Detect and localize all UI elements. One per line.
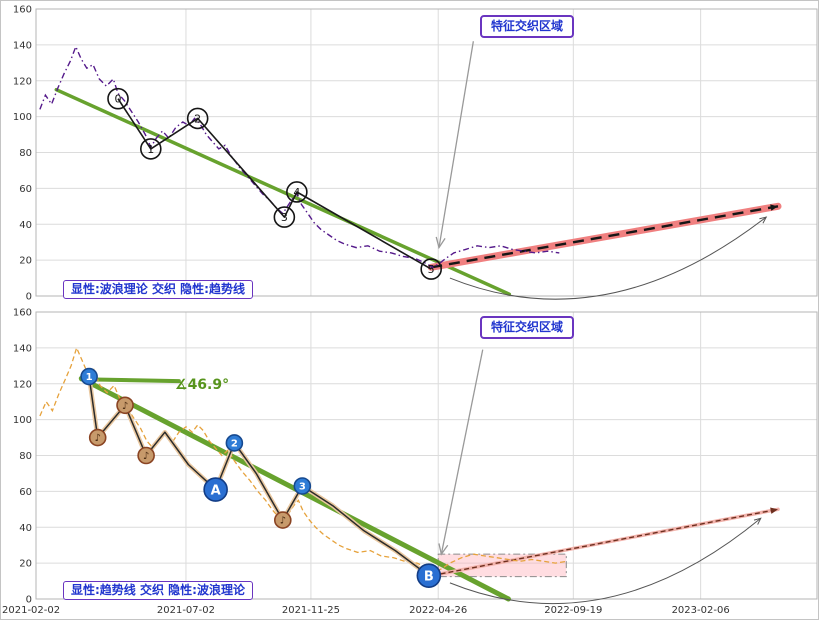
wave-marker-label: B — [424, 569, 434, 584]
projection-arc — [449, 517, 762, 605]
x-tick-label: 2022-09-19 — [544, 605, 602, 616]
legend-caption-panel1: 显性:波浪理论 交织 隐性:趋势线 — [63, 280, 253, 299]
wave-marker-label: A — [211, 483, 221, 498]
wave-marker-label: 3 — [281, 211, 288, 224]
wave-marker-note — [116, 396, 134, 415]
panel-2: 0 20 40 60 80 100 120 140 160 1 ♪ ♪ ♪ A 2 ♪ 3 B ∡46.9° — [13, 308, 818, 606]
angle-label: ∡46.9° — [175, 377, 229, 393]
y-tick-label: 140 — [13, 343, 32, 354]
arrowhead — [753, 517, 762, 525]
y-tick-label: 80 — [19, 148, 32, 159]
y-tick-label: 20 — [19, 559, 32, 570]
wave-marker-note — [137, 446, 155, 465]
panel-border — [35, 311, 818, 600]
wave-marker-label: ♪ — [95, 433, 101, 444]
x-tick-label: 2021-11-25 — [282, 605, 340, 616]
y-tick-label: 160 — [13, 5, 32, 16]
arrowhead — [770, 507, 778, 514]
forecast-line — [430, 205, 779, 269]
wave-marker-2 — [186, 107, 209, 130]
convergence-callout-panel1: 特征交织区域 — [480, 15, 575, 38]
wave-marker-label: ♪ — [280, 516, 286, 527]
wave-marker-label: 1 — [86, 372, 93, 383]
x-tick-label: 2021-07-02 — [157, 605, 215, 616]
wave-marker-label: 1 — [147, 143, 154, 156]
wave-marker-3 — [293, 477, 312, 495]
y-tick-label: 140 — [13, 40, 32, 51]
x-tick-label: 2023-02-06 — [672, 605, 730, 616]
x-tick-label: 2022-04-26 — [409, 605, 467, 616]
wave-marker-0 — [107, 87, 129, 110]
wave-marker-3 — [273, 206, 296, 228]
wave-marker-label: 0 — [115, 93, 122, 106]
wave-marker-4 — [286, 181, 308, 203]
arrowhead — [435, 236, 446, 250]
y-tick-label: 0 — [26, 595, 32, 606]
y-tick-label: 40 — [19, 523, 32, 534]
wave-marker-label: 5 — [428, 263, 435, 276]
y-tick-label: 60 — [19, 184, 32, 195]
wave-marker-2 — [225, 434, 244, 452]
wave-marker-label: ♪ — [143, 451, 149, 462]
callout-arrow — [440, 349, 484, 555]
wave-marker-label: 2 — [231, 439, 238, 450]
wave-marker-label: 2 — [194, 112, 201, 125]
arrowhead — [759, 216, 768, 224]
y-tick-label: 0 — [26, 292, 32, 303]
wave-marker-5 — [420, 258, 442, 280]
legend-caption-panel2: 显性:趋势线 交织 隐性:波浪理论 — [63, 581, 253, 600]
wave-marker-note — [273, 511, 292, 529]
wave-marker-B — [416, 563, 442, 588]
arrowhead — [438, 543, 449, 556]
y-tick-label: 40 — [19, 220, 32, 231]
forecast-line — [440, 508, 779, 575]
y-tick-label: 120 — [13, 379, 32, 390]
convergence-callout-panel2: 特征交织区域 — [480, 316, 575, 339]
forecast-band — [427, 202, 782, 271]
wave-marker-1 — [140, 138, 162, 160]
panel-1: 0 20 40 60 80 100 120 140 160 0 1 2 34 5 — [13, 5, 818, 303]
price-series-line — [39, 44, 560, 269]
x-tick-label: 2021-02-02 — [2, 605, 60, 616]
wave-marker-label: 4 — [293, 186, 300, 199]
y-tick-label: 100 — [13, 415, 32, 426]
wave-marker-label: ♪ — [122, 401, 128, 412]
wave-line — [117, 98, 432, 270]
projection-arc — [449, 216, 767, 300]
panel-border — [35, 8, 818, 297]
y-tick-label: 120 — [13, 76, 32, 87]
y-tick-label: 100 — [13, 112, 32, 123]
y-tick-label: 20 — [19, 256, 32, 267]
wave-marker-label: 3 — [299, 482, 306, 493]
y-tick-label: 160 — [13, 308, 32, 319]
wave-marker-1 — [80, 367, 98, 386]
callout-arrow — [438, 41, 475, 248]
wave-marker-note — [88, 428, 107, 447]
y-tick-label: 60 — [19, 487, 32, 498]
wave-marker-A — [203, 477, 228, 502]
y-tick-label: 80 — [19, 451, 32, 462]
arrowhead — [770, 204, 778, 211]
